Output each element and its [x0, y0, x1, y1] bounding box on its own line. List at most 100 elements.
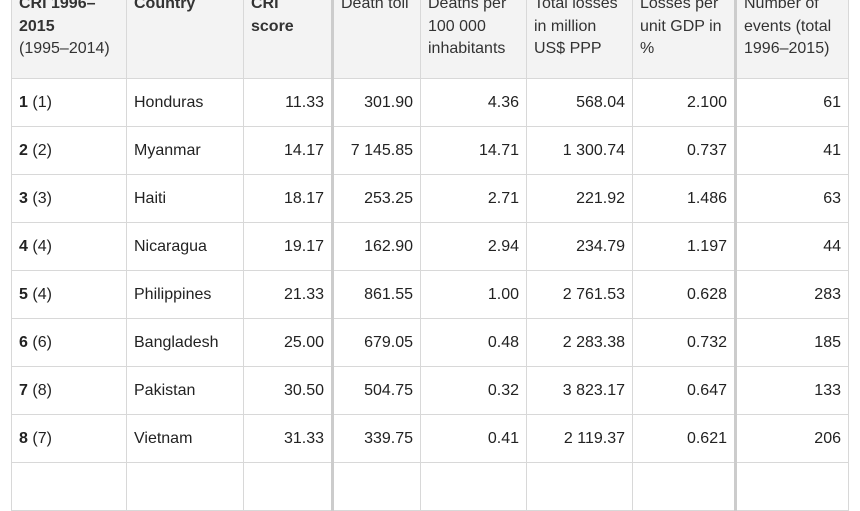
cell-events: 44 [734, 222, 849, 271]
cell-losses: 2 119.37 [526, 414, 633, 463]
cell-country: Philippines [126, 270, 244, 319]
header-events: Number of events (total 1996–2015) [734, 0, 849, 79]
empty-cell [526, 462, 633, 511]
cell-per100k: 0.41 [420, 414, 527, 463]
header-total-losses: Total losses in million US$ PPP [526, 0, 633, 79]
cell-score: 21.33 [243, 270, 333, 319]
cell-gdp: 0.647 [632, 366, 736, 415]
header-losses-gdp: Losses per unit GDP in % [632, 0, 736, 79]
cell-rank: 7 (8) [11, 366, 127, 415]
empty-cell [734, 462, 849, 511]
previous-rank: (8) [32, 381, 52, 399]
cell-per100k: 0.48 [420, 318, 527, 367]
cell-losses: 234.79 [526, 222, 633, 271]
cell-country: Pakistan [126, 366, 244, 415]
table-row: 3 (3) Haiti 18.17 253.25 2.71 221.92 1.486 63 [11, 174, 849, 223]
table-row: 7 (8) Pakistan 30.50 504.75 0.32 3 823.17 0.64… [11, 366, 849, 415]
header-sublabel: Total losses in million US$ PPP [534, 0, 618, 57]
cell-per100k: 2.94 [420, 222, 527, 271]
cell-events: 206 [734, 414, 849, 463]
cell-deaths: 504.75 [331, 366, 421, 415]
cell-per100k: 2.71 [420, 174, 527, 223]
cell-rank: 1 (1) [11, 78, 127, 127]
header-sublabel: Death toll [341, 0, 409, 12]
rank: 4 [19, 237, 28, 255]
header-row: CRI 1996–2015 (1995–2014) Country CRI score… [11, 0, 849, 79]
cell-gdp: 0.737 [632, 126, 736, 175]
cell-gdp: 1.486 [632, 174, 736, 223]
cell-losses: 2 761.53 [526, 270, 633, 319]
cell-deaths: 339.75 [331, 414, 421, 463]
cell-score: 25.00 [243, 318, 333, 367]
cell-per100k: 14.71 [420, 126, 527, 175]
cell-rank: 3 (3) [11, 174, 127, 223]
header-sublabel: Deaths per 100 000 inhabitants [428, 0, 507, 57]
cell-deaths: 679.05 [331, 318, 421, 367]
empty-cell [420, 462, 527, 511]
table-row: 4 (4) Nicaragua 19.17 162.90 2.94 234.79 1.197… [11, 222, 849, 271]
empty-cell [243, 462, 333, 511]
cell-score: 30.50 [243, 366, 333, 415]
rank: 8 [19, 429, 28, 447]
cell-score: 11.33 [243, 78, 333, 127]
cell-country: Nicaragua [126, 222, 244, 271]
header-country: Country [126, 0, 244, 79]
cell-rank: 4 (4) [11, 222, 127, 271]
previous-rank: (7) [32, 429, 52, 447]
empty-cell [632, 462, 736, 511]
cell-deaths: 7 145.85 [331, 126, 421, 175]
cell-deaths: 861.55 [331, 270, 421, 319]
cell-rank: 5 (4) [11, 270, 127, 319]
table-row: 8 (7) Vietnam 31.33 339.75 0.41 2 119.37 0.621… [11, 414, 849, 463]
header-label: CRI 1996–2015 [19, 0, 96, 35]
cell-country: Myanmar [126, 126, 244, 175]
header-sublabel: Number of events (total 1996–2015) [744, 0, 832, 57]
header-label: CRI score [251, 0, 294, 35]
header-sublabel: Losses per unit GDP in % [640, 0, 722, 57]
previous-rank: (2) [32, 141, 52, 159]
cri-table: CRI 1996–2015 (1995–2014) Country CRI score… [11, 0, 849, 511]
table-row: 1 (1) Honduras 11.33 301.90 4.36 568.04 2.100 6… [11, 78, 849, 127]
cell-losses: 568.04 [526, 78, 633, 127]
previous-rank: (1) [32, 93, 52, 111]
header-death-toll: Death toll [331, 0, 421, 79]
rank: 1 [19, 93, 28, 111]
cell-events: 283 [734, 270, 849, 319]
cell-per100k: 4.36 [420, 78, 527, 127]
previous-rank: (4) [32, 237, 52, 255]
cell-losses: 221.92 [526, 174, 633, 223]
cell-events: 61 [734, 78, 849, 127]
cell-gdp: 0.628 [632, 270, 736, 319]
cell-losses: 2 283.38 [526, 318, 633, 367]
previous-rank: (4) [32, 285, 52, 303]
cell-events: 63 [734, 174, 849, 223]
cell-events: 133 [734, 366, 849, 415]
table-row: 6 (6) Bangladesh 25.00 679.05 0.48 2 283.38 0.… [11, 318, 849, 367]
cell-gdp: 2.100 [632, 78, 736, 127]
cell-deaths: 301.90 [331, 78, 421, 127]
rank: 2 [19, 141, 28, 159]
cell-rank: 8 (7) [11, 414, 127, 463]
cell-score: 14.17 [243, 126, 333, 175]
previous-rank: (6) [32, 333, 52, 351]
rank: 7 [19, 381, 28, 399]
cell-losses: 3 823.17 [526, 366, 633, 415]
header-cri-rank: CRI 1996–2015 (1995–2014) [11, 0, 127, 79]
cell-per100k: 1.00 [420, 270, 527, 319]
cell-gdp: 1.197 [632, 222, 736, 271]
cell-country: Honduras [126, 78, 244, 127]
table-row: 2 (2) Myanmar 14.17 7 145.85 14.71 1 300.74 0.… [11, 126, 849, 175]
cell-gdp: 0.732 [632, 318, 736, 367]
cell-score: 18.17 [243, 174, 333, 223]
table-row-partial [11, 462, 849, 511]
cell-deaths: 162.90 [331, 222, 421, 271]
empty-cell [126, 462, 244, 511]
header-label: Country [134, 0, 196, 12]
header-sublabel: (1995–2014) [19, 40, 110, 57]
cell-gdp: 0.621 [632, 414, 736, 463]
header-deaths-per-100k: Deaths per 100 000 inhabitants [420, 0, 527, 79]
cell-rank: 6 (6) [11, 318, 127, 367]
previous-rank: (3) [32, 189, 52, 207]
empty-cell [331, 462, 421, 511]
cell-score: 31.33 [243, 414, 333, 463]
